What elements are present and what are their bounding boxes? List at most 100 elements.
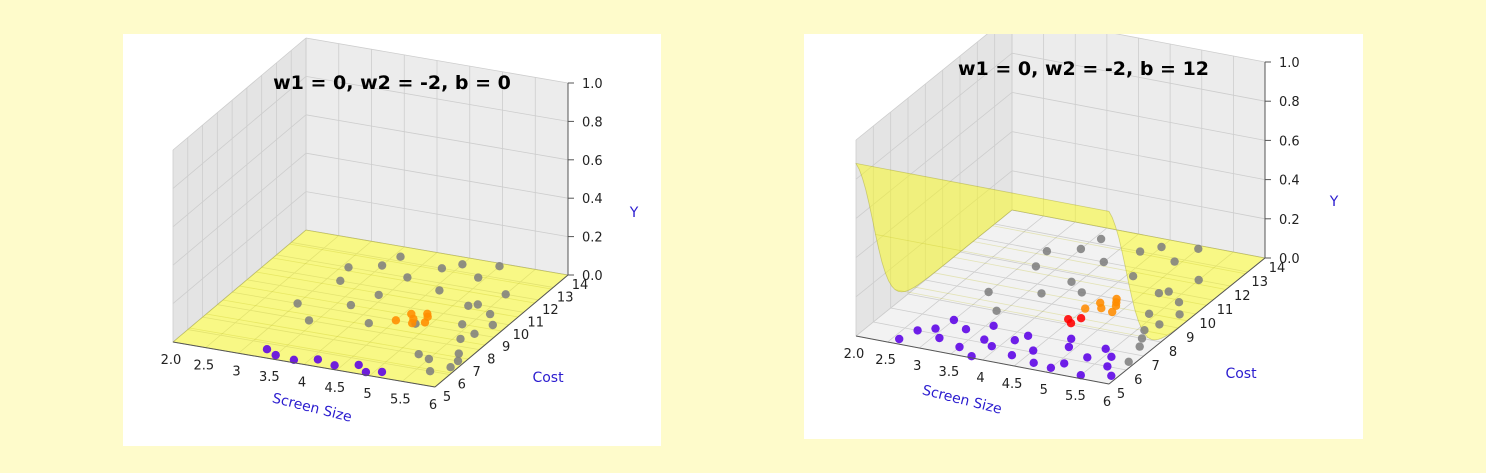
x-tick-label: 3.5 — [259, 370, 280, 385]
data-point — [935, 333, 944, 343]
gridline-floor-x — [1077, 251, 1234, 379]
gridline-back-z — [1011, 209, 1266, 259]
data-point — [1046, 363, 1056, 372]
chart-left-canvas: 2.0 2.5 3 3.5 4 4.5 5 5.5 65678910111213140.00.2… — [161, 37, 639, 426]
x-axis-line — [855, 335, 1110, 385]
z-tick-label: 0.4 — [582, 192, 603, 207]
y-axis-label: Cost — [532, 370, 564, 386]
x-axis-line — [172, 341, 436, 388]
data-point — [1076, 314, 1086, 323]
chart-panel-right: 2.0 2.5 3 3.5 4 4.5 5 5.5 6 5 6 7 8 9 10 11 12 13 14 0.0 0.2… — [804, 34, 1363, 439]
data-point — [435, 286, 444, 295]
data-point — [501, 290, 510, 299]
gridline-back-z — [1011, 52, 1266, 102]
gridline-floor-x — [238, 240, 372, 354]
data-point — [1144, 309, 1154, 318]
x-tick-label: 5 — [1040, 383, 1048, 398]
gridline-floor-y — [907, 293, 1162, 343]
data-point — [1023, 331, 1033, 340]
gridline-floor-x — [1045, 245, 1203, 373]
y-tick-label: 12 — [542, 303, 559, 318]
y-tick-label: 7 — [472, 365, 480, 380]
gridline-side-z — [172, 152, 307, 266]
surface-mesh-line — [206, 313, 469, 360]
gridline-floor-y — [246, 279, 509, 326]
x-tick-label: 2.0 — [844, 347, 865, 362]
data-point — [1067, 334, 1076, 343]
gridline-floor-x — [887, 215, 1044, 343]
surface-mesh-line — [222, 299, 485, 346]
data-point — [967, 352, 976, 361]
surface-mesh-line — [272, 257, 535, 304]
data-point — [313, 355, 323, 364]
data-point — [895, 334, 904, 344]
data-point — [396, 252, 405, 261]
data-point — [1107, 371, 1116, 380]
gridline-side-z — [855, 209, 1013, 337]
y-tick-label: 10 — [513, 328, 530, 343]
gridline-floor-y — [217, 304, 480, 351]
data-point — [361, 367, 371, 377]
gridline-back-z — [1115, 34, 1266, 63]
x-tick-label: 2.5 — [875, 353, 896, 368]
data-point — [344, 263, 353, 272]
data-point — [1137, 334, 1147, 343]
data-point — [1064, 342, 1074, 352]
surface-mesh-line — [875, 234, 1129, 283]
chart-panel-left: 2.0 2.5 3 3.5 4 4.5 5 5.5 6 5 6 7 8 9 10 11 12 13 14 0.0 0.2… — [123, 34, 661, 446]
data-point — [354, 360, 363, 370]
z-tick-label: 0.6 — [582, 154, 603, 169]
data-point — [989, 321, 998, 330]
gridline-floor-x — [1013, 239, 1171, 367]
data-point — [408, 319, 417, 328]
gridline-back-z — [1011, 92, 1266, 141]
x-tick-label: 5 — [363, 387, 371, 402]
data-point — [1135, 342, 1144, 351]
gridline-side-z — [172, 76, 307, 189]
surface-mesh-line — [953, 256, 1207, 306]
data-point — [437, 264, 447, 273]
data-point — [1140, 326, 1149, 335]
gridline-back-z — [305, 76, 569, 122]
y-tick-label: 12 — [1234, 289, 1251, 304]
gridline-back-z — [1011, 131, 1266, 180]
gridline-floor-x — [918, 221, 1076, 349]
data-point — [446, 363, 455, 372]
gridline-floor-y — [291, 242, 554, 288]
gridline-floor-y — [942, 265, 1196, 315]
data-point — [271, 350, 280, 360]
data-point — [1112, 294, 1121, 304]
data-point — [1007, 351, 1017, 360]
gridline-side-z — [855, 92, 1013, 219]
data-point — [961, 325, 971, 334]
gridline-floor-y — [232, 291, 495, 338]
y-tick-label: 6 — [1134, 373, 1142, 388]
z-axis-label: Y — [1329, 194, 1339, 210]
data-point — [1031, 262, 1041, 271]
data-point — [488, 320, 497, 330]
data-point — [1060, 359, 1069, 368]
x-tick-label: 4.5 — [324, 381, 345, 396]
x-axis-label: Screen Size — [921, 383, 1004, 418]
gridline-side-z — [855, 34, 988, 141]
y-tick-label: 13 — [1251, 275, 1268, 290]
data-point — [1157, 242, 1166, 252]
y-tick-label: 6 — [458, 378, 466, 393]
data-point — [1076, 244, 1086, 254]
data-point — [1097, 304, 1106, 313]
x-tick-label: 3.5 — [939, 365, 960, 380]
data-point — [453, 356, 463, 366]
x-tick-label: 6 — [1103, 395, 1111, 410]
y-tick-label: 11 — [1217, 303, 1234, 318]
x-tick-label: 5.5 — [390, 392, 411, 407]
data-point — [1170, 257, 1179, 266]
surface-mesh-line — [933, 272, 1188, 322]
chart-right-title: w1 = 0, w2 = -2, b = 12 — [957, 58, 1210, 80]
data-point — [1076, 371, 1085, 380]
gridline-floor-x — [369, 263, 503, 377]
z-tick-label: 0.2 — [582, 231, 603, 246]
data-point — [987, 342, 996, 351]
data-point — [423, 312, 432, 321]
gridline-back-z — [1011, 170, 1266, 220]
decision-surface — [855, 162, 1266, 341]
